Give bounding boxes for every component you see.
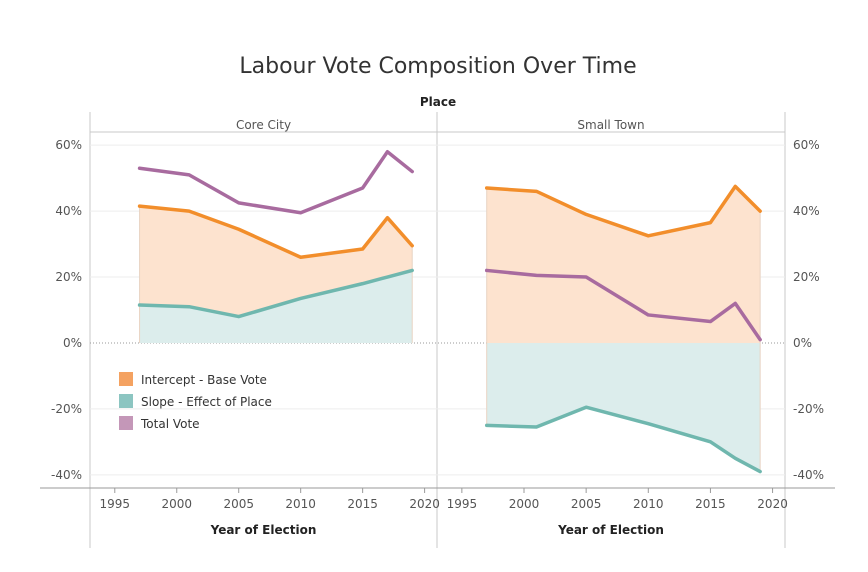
x-axis-label: Year of Election (210, 523, 317, 537)
x-tick-label: 2000 (509, 497, 540, 511)
y-tick-label-right: 40% (793, 204, 820, 218)
legend-label: Total Vote (140, 417, 200, 431)
y-tick-label-right: 20% (793, 270, 820, 284)
x-axis-label: Year of Election (557, 523, 664, 537)
chart-title: Labour Vote Composition Over Time (239, 54, 636, 79)
y-tick-label-right: -40% (793, 468, 824, 482)
chart-panels: Core City Small Town (137, 118, 762, 474)
panel-label: Core City (236, 118, 291, 132)
y-tick-label-left: 60% (55, 138, 82, 152)
y-tick-label-right: 60% (793, 138, 820, 152)
y-tick-label-left: 20% (55, 270, 82, 284)
y-tick-label-right: 0% (793, 336, 812, 350)
x-tick-label: 2015 (695, 497, 726, 511)
legend-swatch (119, 394, 133, 408)
x-tick-label: 1995 (100, 497, 131, 511)
x-tick-label: 2005 (223, 497, 254, 511)
slope-line (137, 268, 414, 319)
y-axis-left: 60% 40% 20% 0% -20% -40% (51, 138, 82, 482)
x-tick-label: 2015 (347, 497, 378, 511)
x-tick-label: 1995 (447, 497, 478, 511)
x-tick-label: 2020 (409, 497, 440, 511)
x-tick-label: 2000 (161, 497, 192, 511)
intercept-line (484, 184, 762, 238)
legend: Intercept - Base Vote Slope - Effect of P… (119, 372, 272, 431)
y-tick-label-left: -40% (51, 468, 82, 482)
x-tick-label: 2020 (757, 497, 788, 511)
chart-frame (40, 112, 835, 548)
total-vote-line (484, 268, 762, 342)
y-tick-label-left: 40% (55, 204, 82, 218)
slope-area (486, 342, 761, 472)
facet-header: Place (420, 95, 456, 109)
x-tick-label: 2010 (633, 497, 664, 511)
intercept-line (137, 204, 414, 260)
intercept-area (486, 186, 761, 343)
y-axis-right: 60% 40% 20% 0% -20% -40% (793, 138, 824, 482)
x-axes: 1995 2000 2005 2010 2015 2020 Year of Election… (100, 488, 788, 537)
panel-core-city: Core City (137, 118, 414, 343)
total-vote-line (137, 150, 414, 215)
legend-swatch (119, 416, 133, 430)
y-tick-label-left: -20% (51, 402, 82, 416)
legend-label: Intercept - Base Vote (141, 373, 267, 387)
panel-label: Small Town (577, 118, 644, 132)
panel-small-town: Small Town (484, 118, 762, 474)
x-tick-label: 2005 (571, 497, 602, 511)
legend-label: Slope - Effect of Place (141, 395, 272, 409)
slope-line (484, 405, 762, 474)
legend-swatch (119, 372, 133, 386)
y-tick-label-right: -20% (793, 402, 824, 416)
x-tick-label: 2010 (285, 497, 316, 511)
y-tick-label-left: 0% (63, 336, 82, 350)
